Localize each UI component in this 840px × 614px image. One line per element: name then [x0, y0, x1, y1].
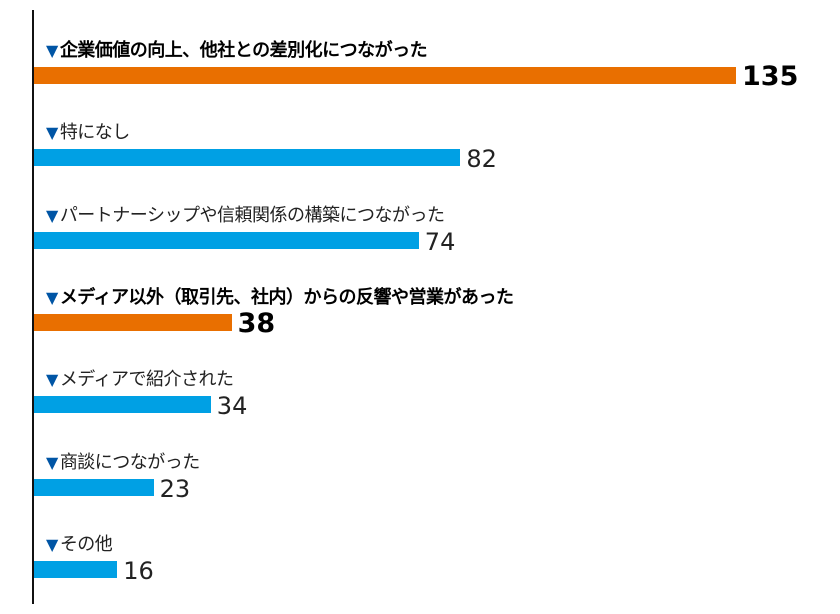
category-label: ▼ その他 — [46, 530, 113, 556]
category-label: ▼ 企業価値の向上、他社との差別化につながった — [46, 36, 428, 62]
category-label: ▼ 特になし — [46, 118, 130, 144]
triangle-marker-icon: ▼ — [46, 123, 58, 143]
triangle-marker-icon: ▼ — [46, 287, 58, 307]
category-text: 企業価値の向上、他社との差別化につながった — [59, 40, 428, 61]
triangle-marker-icon: ▼ — [46, 205, 58, 225]
bar — [34, 313, 232, 331]
bar — [34, 67, 736, 84]
triangle-marker-icon: ▼ — [46, 370, 58, 390]
value-label: 34 — [216, 392, 248, 421]
triangle-marker-icon: ▼ — [46, 41, 58, 60]
triangle-marker-icon: ▼ — [46, 452, 58, 472]
category-text: 特になし — [59, 122, 131, 144]
y-axis-line — [32, 10, 34, 604]
bar — [34, 396, 211, 414]
category-text: パートナーシップや信頼関係の構築につながった — [59, 204, 445, 226]
category-text: その他 — [59, 533, 113, 555]
value-label: 74 — [424, 227, 456, 256]
category-text: メディア以外（取引先、社内）からの反響や営業があった — [59, 286, 514, 308]
category-label: ▼ メディアで紹介された — [46, 365, 234, 391]
triangle-marker-icon: ▼ — [46, 534, 58, 554]
value-label: 135 — [742, 61, 799, 92]
category-label: ▼ 商談につながった — [46, 448, 200, 474]
bar — [34, 560, 118, 578]
category-text: 商談につながった — [59, 451, 201, 473]
value-label: 82 — [466, 145, 497, 174]
value-label: 23 — [159, 474, 191, 503]
value-label: 38 — [237, 307, 276, 339]
bar — [34, 478, 154, 496]
category-text: メディアで紹介された — [59, 369, 234, 391]
category-label: ▼ メディア以外（取引先、社内）からの反響や営業があった — [46, 283, 514, 309]
bar — [34, 149, 461, 167]
category-label: ▼ パートナーシップや信頼関係の構築につながった — [46, 201, 445, 227]
value-label: 16 — [123, 556, 154, 585]
bar — [34, 231, 419, 249]
